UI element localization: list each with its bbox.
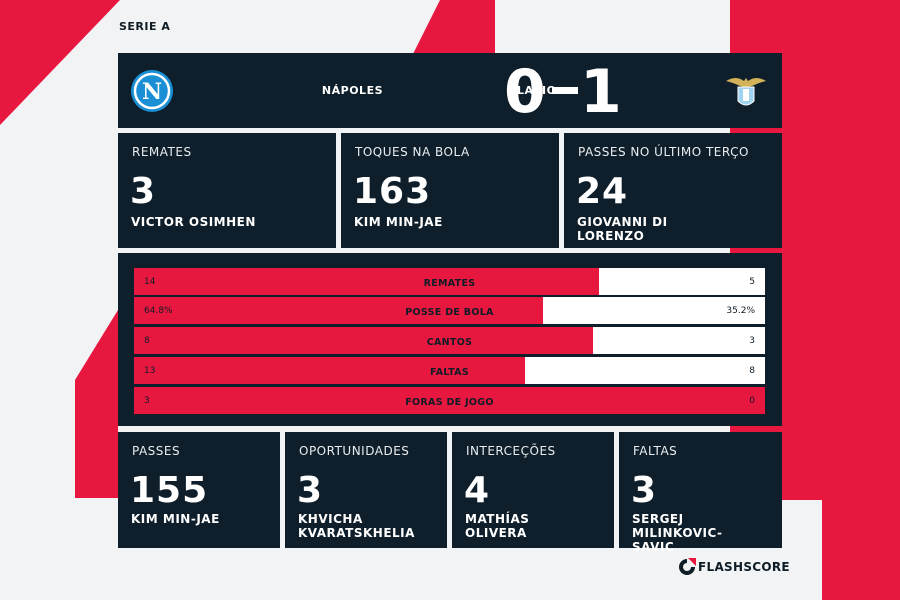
- stat-label: REMATES: [423, 278, 476, 289]
- home-value: 14: [144, 277, 156, 287]
- card-player: VICTOR OSIMHEN: [131, 215, 256, 229]
- home-bar: [134, 327, 593, 354]
- away-value: 0: [749, 396, 755, 406]
- card-player: KHVICHA KVARATSKHELIA: [298, 512, 415, 540]
- card-value: 3: [631, 470, 658, 511]
- lazio-eagle-crest-icon: [726, 78, 766, 106]
- away-value: 3: [749, 336, 755, 346]
- stat-label: CANTOS: [426, 337, 473, 348]
- away-value: 35.2%: [726, 306, 755, 316]
- home-value: 3: [144, 396, 150, 406]
- stat-label: FALTAS: [430, 367, 469, 378]
- stat-card-oportunidades: OPORTUNIDADES 3 KHVICHA KVARATSKHELIA: [285, 432, 447, 548]
- card-value: 24: [576, 171, 629, 212]
- napoli-crest-icon: N: [131, 70, 173, 112]
- stat-label: POSSE DE BOLA: [405, 307, 494, 318]
- card-player: KIM MIN-JAE: [131, 512, 220, 526]
- home-bar: [134, 268, 599, 295]
- card-value: 3: [297, 470, 324, 511]
- stat-row: 8 CANTOS 3: [134, 327, 765, 354]
- stat-card-faltas: FALTAS 3 SERGEJ MILINKOVIC-SAVIC: [619, 432, 782, 554]
- score-separator: [552, 87, 578, 94]
- brand-name: FLASHSCORE: [698, 560, 790, 574]
- stat-card-remates: REMATES 3 VICTOR OSIMHEN: [118, 133, 336, 248]
- card-title: FALTAS: [633, 444, 678, 458]
- home-value: 8: [144, 336, 150, 346]
- home-bar: [134, 387, 765, 414]
- stat-card-toques: TOQUES NA BOLA 163 KIM MIN-JAE: [341, 133, 559, 248]
- svg-text:N: N: [142, 79, 162, 105]
- card-title: OPORTUNIDADES: [299, 444, 410, 458]
- stat-label: FORAS DE JOGO: [405, 397, 494, 408]
- card-title: PASSES: [132, 444, 181, 458]
- away-team-name: LAZIO: [517, 84, 557, 97]
- home-value: 64.8%: [144, 306, 173, 316]
- card-title: TOQUES NA BOLA: [355, 145, 470, 159]
- stat-row: 64.8% POSSE DE BOLA 35.2%: [134, 297, 765, 324]
- card-value: 155: [130, 470, 209, 511]
- card-value: 4: [464, 470, 491, 511]
- stat-row: 3 FORAS DE JOGO 0: [134, 387, 765, 414]
- stat-card-passes-ultimo-terco: PASSES NO ÚLTIMO TERÇO 24 GIOVANNI DI LO…: [564, 133, 782, 248]
- home-bar: [134, 357, 525, 384]
- card-value: 3: [130, 171, 157, 212]
- card-title: INTERCEÇÕES: [466, 444, 556, 458]
- stat-row: 14 REMATES 5: [134, 268, 765, 295]
- home-bar: [134, 297, 543, 324]
- stat-card-passes: PASSES 155 KIM MIN-JAE: [118, 432, 280, 548]
- card-player: MATHÍAS OLIVERA: [465, 512, 530, 540]
- league-title: SERIE A: [119, 20, 171, 33]
- card-player: GIOVANNI DI LORENZO: [577, 215, 668, 243]
- card-player: KIM MIN-JAE: [354, 215, 443, 229]
- home-value: 13: [144, 366, 156, 376]
- home-team-name: NÁPOLES: [321, 84, 383, 97]
- match-header: N NÁPOLES 0 1 LAZIO: [118, 53, 782, 128]
- team-stats-chart: 14 REMATES 5 64.8% POSSE DE BOLA 35.2% 8 CANTOS…: [118, 253, 782, 426]
- stat-row: 13 FALTAS 8: [134, 357, 765, 384]
- card-player: SERGEJ MILINKOVIC-SAVIC: [632, 512, 723, 554]
- card-title: PASSES NO ÚLTIMO TERÇO: [578, 145, 749, 159]
- away-value: 8: [749, 366, 755, 376]
- away-score: 1: [580, 57, 622, 124]
- scoreboard: 0 1: [506, 57, 622, 124]
- flashscore-logo-icon: [679, 558, 696, 575]
- card-value: 163: [353, 171, 432, 212]
- away-value: 5: [749, 277, 755, 287]
- card-title: REMATES: [132, 145, 192, 159]
- home-score: 0: [506, 57, 546, 124]
- stat-card-intercecoes: INTERCEÇÕES 4 MATHÍAS OLIVERA: [452, 432, 614, 548]
